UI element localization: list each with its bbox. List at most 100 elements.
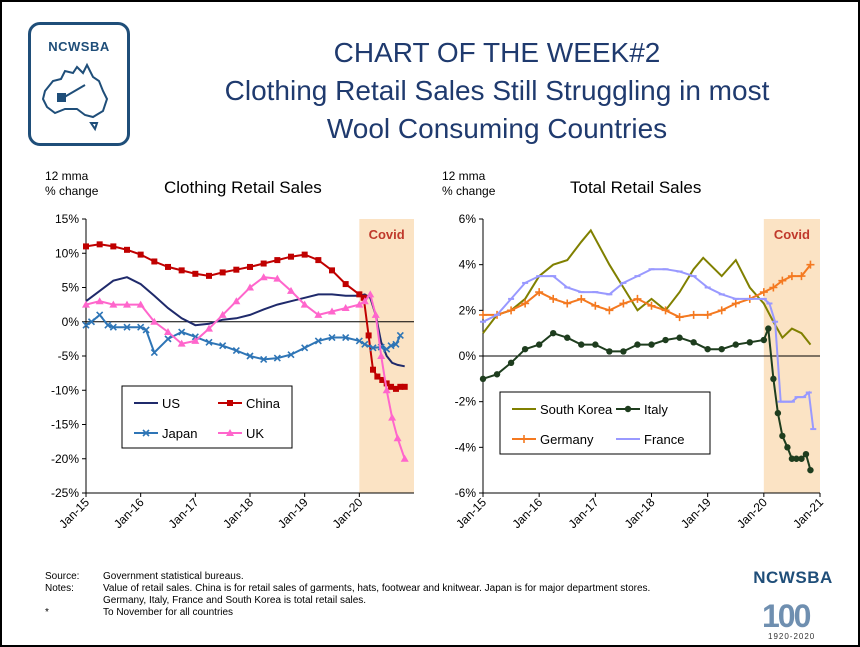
- series-china: [83, 241, 408, 392]
- x-tick-label: Jan-20: [734, 495, 770, 531]
- data-point: [806, 260, 815, 269]
- data-point: [765, 325, 772, 332]
- chart-title: Total Retail Sales: [570, 178, 701, 197]
- data-point: [793, 455, 800, 462]
- centenary-logo: 100: [762, 598, 811, 634]
- data-point: [798, 455, 805, 462]
- data-point: [192, 270, 199, 277]
- data-point: [109, 323, 117, 331]
- data-point: [87, 318, 96, 326]
- series-germany: [479, 260, 815, 322]
- data-point: [507, 359, 515, 367]
- y-tick-label: 0%: [62, 315, 80, 329]
- data-point: [717, 306, 726, 315]
- x-tick-label: Jan-16: [111, 495, 147, 531]
- data-point: [342, 281, 349, 288]
- data-point: [260, 355, 268, 363]
- data-point: [718, 345, 725, 353]
- data-point: [676, 334, 683, 341]
- y-axis-label-1: 12 mma: [442, 169, 486, 183]
- data-point: [288, 253, 294, 260]
- data-point: [689, 310, 698, 319]
- data-point: [124, 246, 130, 253]
- data-point: [260, 260, 267, 267]
- data-point: [191, 336, 200, 344]
- data-point: [366, 290, 375, 298]
- data-point: [287, 351, 295, 359]
- notes-text-1: Value of retail sales. China is for reta…: [103, 583, 651, 594]
- x-tick-label: Jan-17: [166, 495, 202, 531]
- data-point: [177, 339, 186, 347]
- data-point: [769, 283, 778, 292]
- y-tick-label: 0%: [459, 349, 477, 363]
- data-point: [662, 336, 669, 344]
- legend-item: South Korea: [512, 402, 613, 417]
- legend-label: UK: [246, 426, 264, 441]
- legend-label: US: [162, 396, 180, 411]
- data-point: [136, 300, 145, 308]
- data-point: [675, 313, 684, 322]
- data-point: [233, 266, 240, 273]
- data-point: [802, 450, 810, 458]
- data-point: [388, 383, 395, 390]
- data-point: [232, 297, 241, 305]
- data-point: [219, 342, 227, 350]
- data-point: [206, 272, 212, 279]
- y-tick-label: 15%: [55, 212, 79, 226]
- notes-text-2: Germany, Italy, France and South Korea i…: [103, 595, 367, 606]
- series-south-korea: [482, 228, 812, 346]
- data-point: [273, 274, 282, 282]
- total-retail-sales-chart: 12 mma% change Total Retail Sales Covid 6% 4…: [442, 169, 826, 531]
- data-point: [521, 345, 529, 353]
- series-line: [482, 228, 812, 346]
- covid-label: Covid: [369, 227, 405, 242]
- x-tick-label: Jan-15: [453, 495, 489, 531]
- data-point: [301, 344, 309, 352]
- data-point: [165, 263, 171, 270]
- data-point: [109, 300, 118, 308]
- x-tick-label: Jan-17: [566, 495, 602, 531]
- data-point: [578, 341, 585, 348]
- data-point: [82, 321, 90, 329]
- data-point: [142, 326, 150, 334]
- data-point: [104, 321, 112, 329]
- data-point: [82, 300, 90, 308]
- data-point: [479, 375, 487, 383]
- y-tick-label: 6%: [459, 212, 477, 226]
- data-point: [232, 346, 240, 355]
- series-france: [480, 268, 817, 431]
- x-tick-label: Jan-21: [790, 495, 826, 531]
- data-point: [507, 306, 516, 315]
- asterisk-text: To November for all countries: [103, 607, 234, 618]
- data-point: [219, 269, 226, 276]
- data-point: [123, 323, 131, 331]
- data-point: [370, 366, 376, 373]
- data-point: [355, 337, 363, 345]
- y-axis-label-1: 12 mma: [45, 169, 89, 183]
- data-point: [619, 299, 628, 308]
- data-point: [393, 434, 402, 442]
- legend-label: China: [246, 396, 281, 411]
- series-japan: [82, 311, 404, 363]
- data-point: [218, 310, 227, 318]
- data-point: [274, 257, 281, 264]
- data-point: [620, 348, 627, 355]
- data-point: [137, 251, 144, 258]
- data-point: [328, 307, 336, 315]
- legend-label: France: [644, 432, 684, 447]
- page-subtitle-1: Clothing Retail Sales Still Struggling i…: [224, 75, 770, 106]
- legend-item: France: [616, 432, 684, 447]
- footer-notes: Source: Government statistical bureaus. N…: [45, 571, 650, 619]
- legend-marker: [520, 435, 528, 443]
- data-point: [246, 352, 254, 360]
- legend-label: Japan: [162, 426, 197, 441]
- data-point: [178, 267, 185, 274]
- data-point: [151, 258, 158, 265]
- y-tick-label: -25%: [51, 486, 79, 500]
- data-point: [606, 348, 613, 355]
- data-point: [605, 306, 614, 315]
- data-point: [774, 409, 782, 417]
- data-point: [592, 341, 599, 348]
- page-title: CHART OF THE WEEK#2: [333, 37, 661, 68]
